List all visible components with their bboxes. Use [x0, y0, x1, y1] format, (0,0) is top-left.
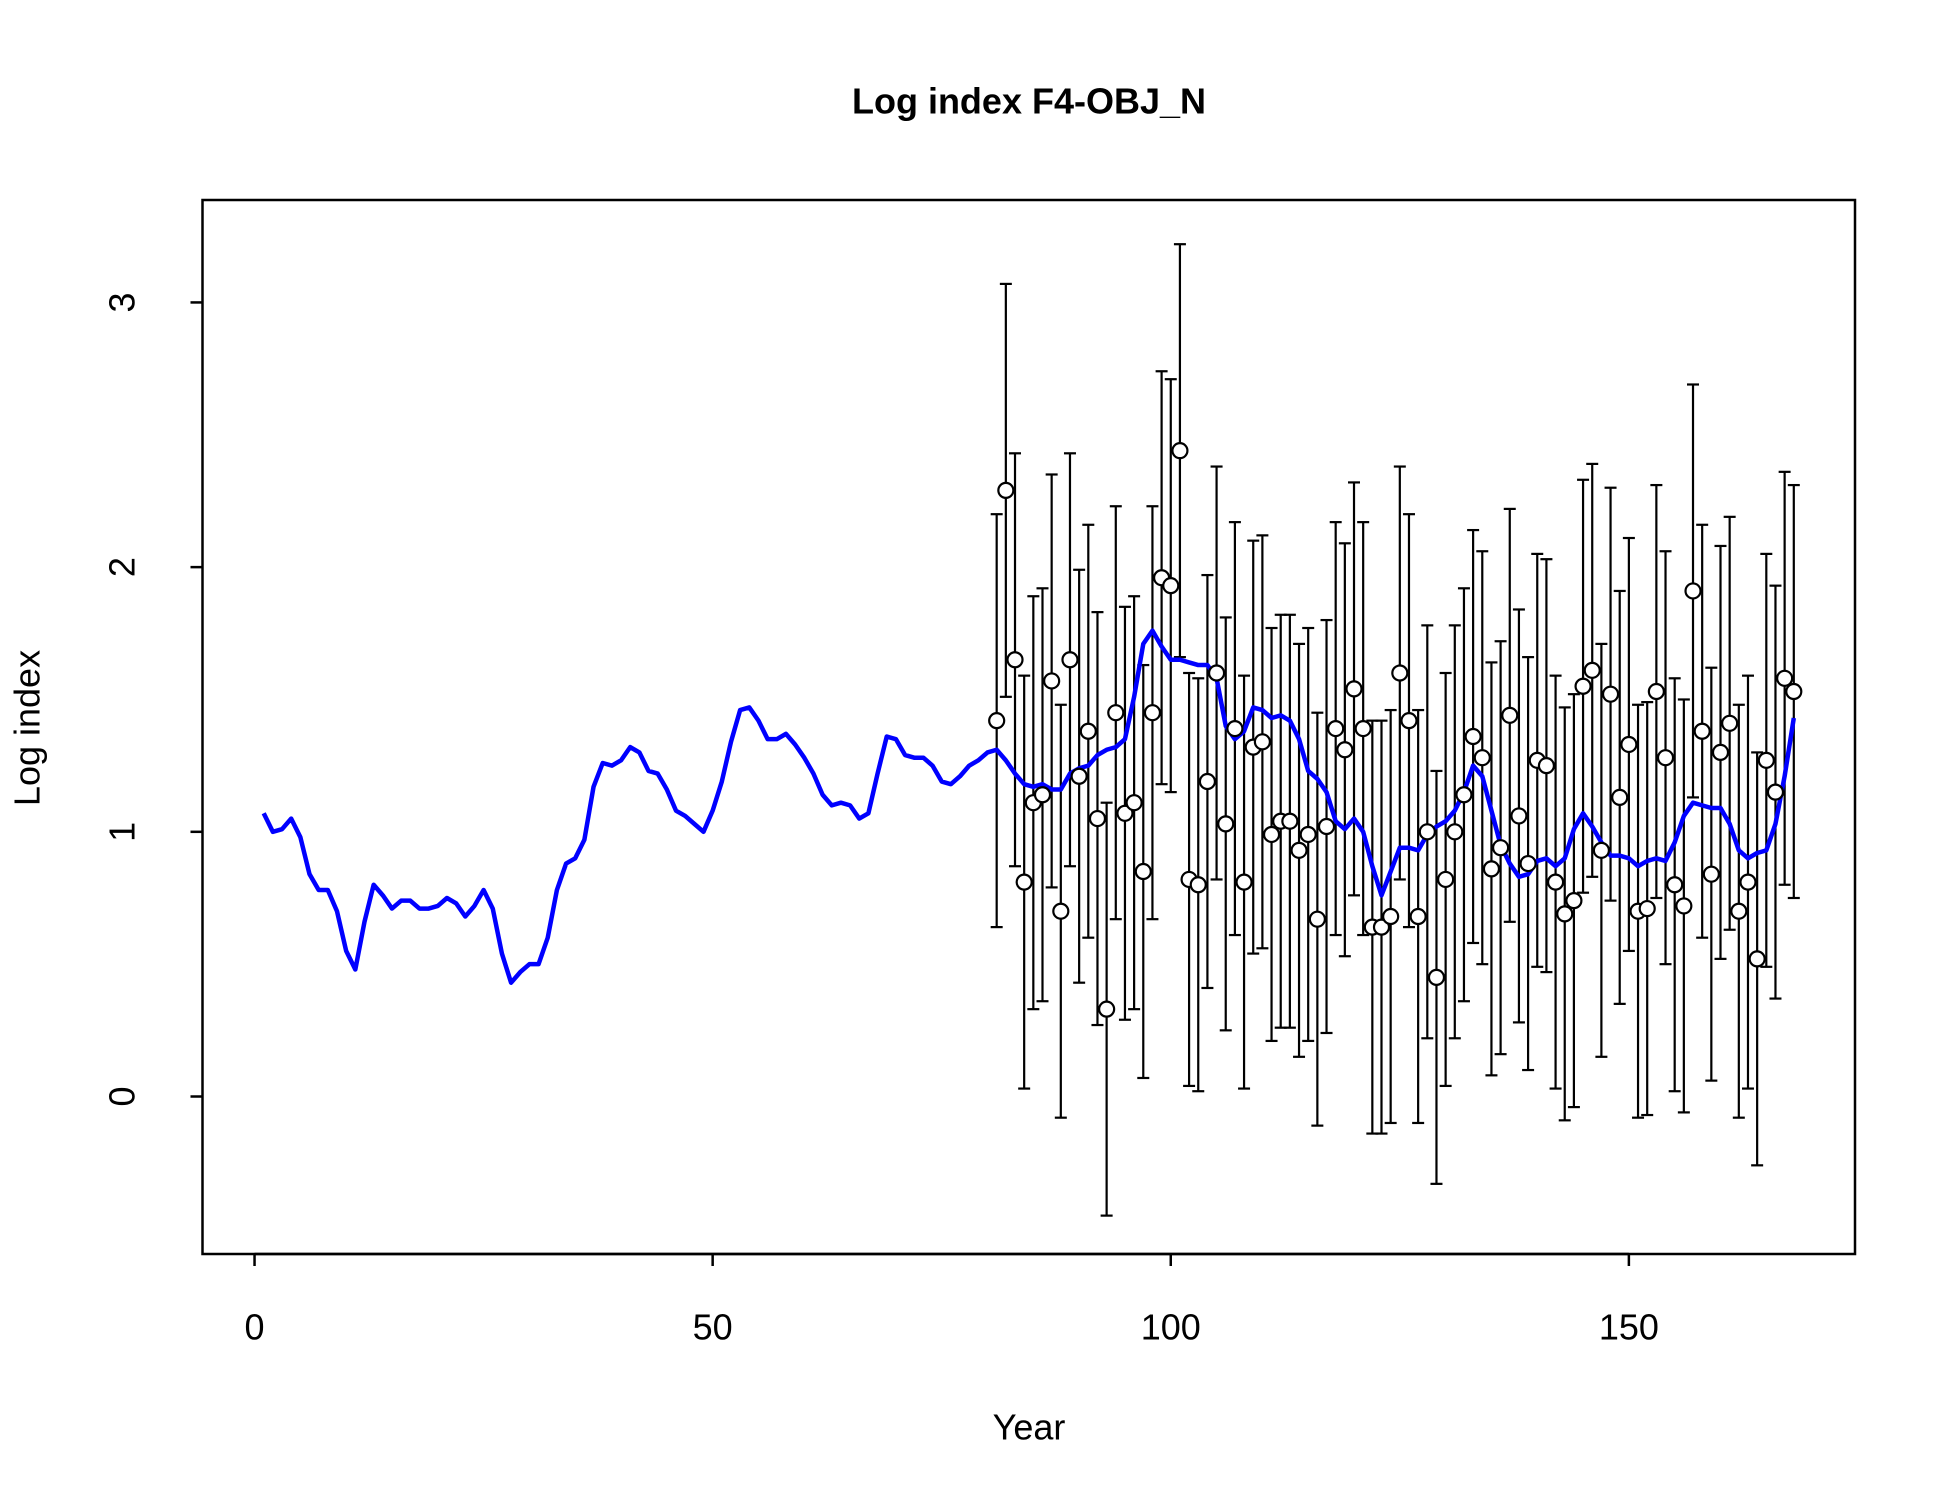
observed-point — [1235, 873, 1253, 891]
observed-point — [1400, 712, 1418, 730]
observed-point — [1574, 677, 1592, 695]
observed-point — [1785, 682, 1803, 701]
observed-point — [1519, 854, 1537, 873]
observed-point — [1702, 865, 1720, 883]
observed-point — [1446, 823, 1464, 841]
observed-point — [1327, 719, 1345, 738]
observed-point — [1125, 794, 1143, 812]
x-axis-label: Year — [993, 1407, 1066, 1448]
observed-point — [1492, 839, 1510, 857]
observed-point — [1721, 714, 1739, 732]
observed-point — [1684, 582, 1702, 600]
observed-point — [1382, 907, 1400, 926]
x-tick-label: 150 — [1599, 1307, 1659, 1348]
observed-point — [1290, 841, 1308, 859]
observed-point — [1299, 825, 1317, 844]
observed-point — [1592, 841, 1610, 859]
x-tick-label: 50 — [693, 1307, 733, 1348]
observed-point — [1281, 812, 1299, 830]
observed-point — [1198, 772, 1217, 791]
observed-point — [1134, 862, 1152, 881]
observed-point — [1638, 899, 1656, 918]
observed-point — [1647, 682, 1665, 701]
observed-point — [1501, 706, 1519, 724]
observed-point — [1565, 892, 1583, 910]
observed-point — [1043, 672, 1061, 690]
observed-point — [1061, 651, 1079, 669]
observed-point — [1776, 669, 1794, 687]
observed-point — [1189, 876, 1207, 894]
observed-point — [1033, 786, 1052, 804]
observed-point — [1162, 577, 1180, 595]
observed-point — [1171, 442, 1189, 460]
observed-point — [1766, 783, 1785, 801]
observed-point — [1666, 876, 1684, 894]
observed-point — [1656, 749, 1675, 767]
observed-point — [1354, 719, 1372, 738]
observed-point — [1427, 968, 1446, 986]
observed-point — [1253, 733, 1271, 751]
observed-point — [1226, 719, 1244, 738]
observed-point — [1730, 902, 1748, 920]
observed-point — [1556, 905, 1574, 923]
observed-point — [1748, 950, 1766, 968]
observed-point — [1437, 870, 1455, 889]
x-tick-label: 100 — [1141, 1307, 1201, 1348]
observed-point — [997, 481, 1015, 499]
observed-point — [1345, 680, 1363, 698]
observed-point — [1510, 807, 1528, 825]
observed-point — [1675, 897, 1693, 915]
observed-point — [1052, 902, 1070, 920]
observed-point — [1418, 823, 1436, 841]
observed-point — [988, 712, 1006, 730]
observed-point — [1308, 910, 1326, 928]
observed-point — [1482, 860, 1501, 878]
observed-point — [1079, 722, 1097, 740]
y-axis-label: Log index — [7, 650, 48, 806]
observed-point — [1317, 817, 1336, 836]
observed-point — [1088, 809, 1107, 828]
fitted-line — [261, 628, 1797, 985]
observed-point — [1336, 741, 1354, 759]
observed-point — [1217, 815, 1235, 833]
x-tick-label: 0 — [245, 1307, 265, 1348]
observed-point — [1583, 661, 1601, 679]
y-tick-label: 1 — [102, 822, 143, 842]
y-tick-label: 2 — [102, 557, 143, 577]
y-tick-label: 0 — [102, 1086, 143, 1106]
observed-point — [1711, 743, 1730, 762]
y-tick-label: 3 — [102, 292, 143, 312]
observed-point — [1262, 825, 1281, 844]
observed-point — [1143, 704, 1162, 722]
plot-frame — [201, 198, 1857, 1256]
observed-point — [1098, 1000, 1116, 1018]
observed-point — [1601, 685, 1620, 703]
observed-point — [1070, 767, 1088, 785]
observed-point — [1464, 727, 1482, 746]
observed-point — [1107, 704, 1125, 722]
observed-point — [1455, 786, 1473, 804]
observed-point — [1473, 749, 1491, 767]
observed-point — [1116, 804, 1134, 822]
observed-point — [1409, 907, 1427, 926]
observed-point — [1693, 722, 1711, 740]
observed-point — [1537, 757, 1556, 775]
observed-point — [1372, 918, 1391, 936]
observed-point — [1757, 751, 1775, 769]
chart-title: Log index F4-OBJ_N — [852, 81, 1206, 122]
observed-point — [1546, 873, 1565, 891]
observed-point — [1006, 651, 1024, 669]
observed-point — [1611, 788, 1629, 807]
observed-point — [1391, 664, 1409, 682]
observed-point — [1015, 873, 1033, 891]
observed-point — [1620, 735, 1638, 754]
observed-point — [1207, 664, 1226, 682]
observed-point — [1739, 873, 1757, 891]
